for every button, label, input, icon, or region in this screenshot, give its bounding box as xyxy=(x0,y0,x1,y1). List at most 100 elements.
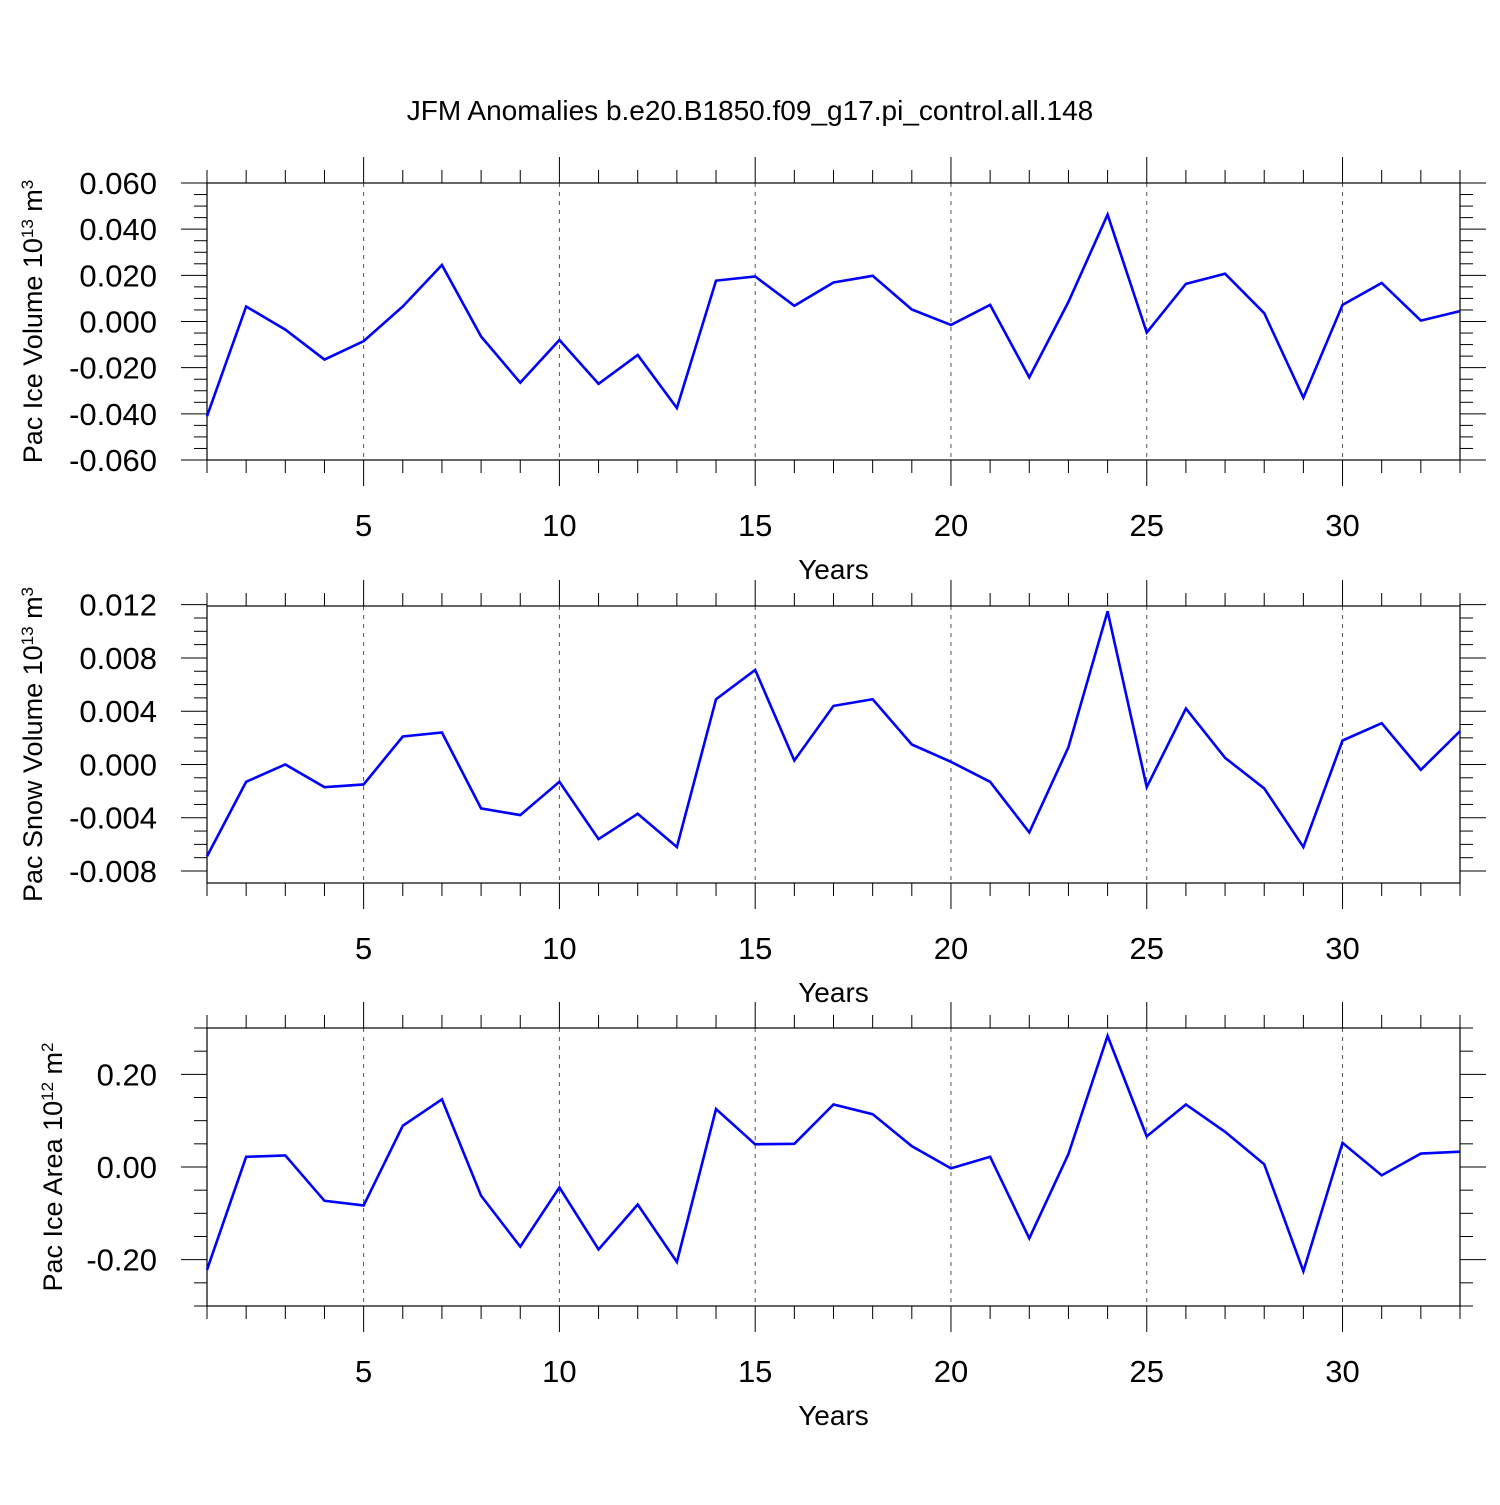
data-point xyxy=(362,782,366,786)
plot-frame xyxy=(206,182,1461,461)
data-point xyxy=(1184,1102,1188,1106)
data-point xyxy=(1027,375,1031,379)
data-point xyxy=(1380,721,1384,725)
data-point xyxy=(283,1153,287,1157)
data-point xyxy=(832,280,836,284)
data-point xyxy=(636,1203,640,1207)
data-point xyxy=(597,1247,601,1251)
data-point xyxy=(401,304,405,308)
data-point xyxy=(675,406,679,410)
data-point xyxy=(1341,739,1345,743)
data-point xyxy=(871,1112,875,1116)
x-tick-label: 5 xyxy=(355,508,372,543)
data-point xyxy=(1341,303,1345,307)
data-point xyxy=(322,358,326,362)
data-point xyxy=(1458,1150,1462,1154)
data-point xyxy=(871,697,875,701)
x-tick-label: 30 xyxy=(1325,508,1359,543)
data-point xyxy=(1262,1162,1266,1166)
data-point xyxy=(636,812,640,816)
data-point xyxy=(1419,319,1423,323)
y-tick-label: 0.004 xyxy=(79,694,157,729)
data-point xyxy=(988,780,992,784)
data-point xyxy=(714,279,718,283)
data-point xyxy=(1458,729,1462,733)
y-axis-title: Pac Ice Area 1012 m2 xyxy=(38,1042,69,1291)
y-tick-label: -0.060 xyxy=(69,443,157,478)
y-tick-label: 0.000 xyxy=(79,305,157,340)
data-point xyxy=(910,1144,914,1148)
data-point xyxy=(244,780,248,784)
data-point xyxy=(1066,300,1070,304)
series-line xyxy=(205,1032,1461,1276)
data-point xyxy=(1145,1134,1149,1138)
y-axis-title: Pac Snow Volume 1013 m3 xyxy=(18,587,49,902)
panel-snow-volume: -0.008 -0.004 0.000 0.004 0.008 0.012 5 10 15 20 2… xyxy=(18,580,1486,1008)
data-point xyxy=(949,1166,953,1170)
x-tick-label: 10 xyxy=(542,1354,576,1389)
data-point xyxy=(205,414,209,418)
y-tick-label: 0.020 xyxy=(79,258,157,293)
y-tick-label: -0.040 xyxy=(69,397,157,432)
x-tick-label: 25 xyxy=(1130,508,1164,543)
x-tick-label: 10 xyxy=(542,931,576,966)
data-point xyxy=(1223,272,1227,276)
data-point xyxy=(1262,311,1266,315)
x-tick-label: 15 xyxy=(738,931,772,966)
data-point xyxy=(949,760,953,764)
x-axis-title: Years xyxy=(798,977,869,1008)
x-tick-label: 20 xyxy=(934,931,968,966)
x-tick-label: 15 xyxy=(738,508,772,543)
data-point xyxy=(1066,1152,1070,1156)
data-point xyxy=(1145,331,1149,335)
data-point xyxy=(244,304,248,308)
data-point xyxy=(1301,1269,1305,1273)
data-point xyxy=(675,845,679,849)
data-point xyxy=(714,1107,718,1111)
x-tick-label: 30 xyxy=(1325,1354,1359,1389)
data-point xyxy=(597,837,601,841)
data-point xyxy=(362,1203,366,1207)
y-tick-label: 0.040 xyxy=(79,212,157,247)
data-point xyxy=(636,353,640,357)
data-point xyxy=(1184,707,1188,711)
data-point xyxy=(792,304,796,308)
series-line xyxy=(205,211,1461,417)
x-tick-label: 5 xyxy=(355,931,372,966)
data-point xyxy=(1223,756,1227,760)
y-tick-label: 0.000 xyxy=(79,747,157,782)
data-point xyxy=(518,813,522,817)
x-tick-label: 15 xyxy=(738,1354,772,1389)
data-point xyxy=(479,806,483,810)
data-point xyxy=(1027,1236,1031,1240)
data-point xyxy=(440,1097,444,1101)
data-point xyxy=(1184,282,1188,286)
panel-ice-area: -0.20 0.00 0.20 5 10 15 20 25 30 Years Pac Ice Are… xyxy=(38,1002,1486,1431)
x-tick-label: 20 xyxy=(934,508,968,543)
data-point xyxy=(205,1268,209,1272)
data-point xyxy=(1458,309,1462,313)
data-point xyxy=(753,274,757,278)
data-point xyxy=(518,381,522,385)
data-point xyxy=(1301,396,1305,400)
data-point xyxy=(675,1260,679,1264)
data-point xyxy=(440,731,444,735)
y-tick-label: 0.060 xyxy=(79,166,157,201)
data-point xyxy=(910,307,914,311)
data-point xyxy=(1301,845,1305,849)
data-point xyxy=(832,1102,836,1106)
x-tick-label: 10 xyxy=(542,508,576,543)
x-tick-label: 25 xyxy=(1130,1354,1164,1389)
y-tick-label: 0.012 xyxy=(79,588,157,623)
x-tick-label: 20 xyxy=(934,1354,968,1389)
data-point xyxy=(440,263,444,267)
data-point xyxy=(322,1199,326,1203)
x-tick-label: 5 xyxy=(355,1354,372,1389)
data-point xyxy=(1145,785,1149,789)
y-axis-title: Pac Ice Volume 1013 m3 xyxy=(18,180,49,464)
data-point xyxy=(1262,786,1266,790)
data-point xyxy=(557,1185,561,1189)
data-point xyxy=(792,1142,796,1146)
data-point xyxy=(1223,1130,1227,1134)
